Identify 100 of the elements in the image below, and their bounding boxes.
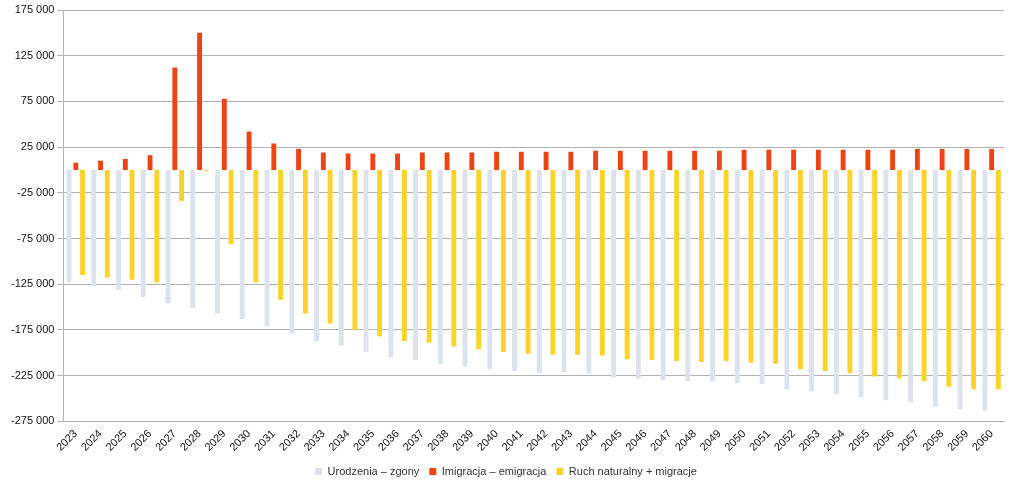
bar <box>370 153 376 170</box>
bar <box>388 169 394 358</box>
bar <box>822 169 828 372</box>
bar <box>932 169 938 407</box>
y-tick-label: -275 000 <box>10 414 55 427</box>
bar <box>550 169 556 355</box>
bar <box>939 148 945 170</box>
bar <box>809 169 815 392</box>
bar <box>278 169 284 300</box>
bar <box>872 169 878 377</box>
bar <box>748 169 754 363</box>
bar <box>759 169 765 384</box>
bar <box>883 169 889 401</box>
bar <box>80 169 85 276</box>
bar <box>766 149 772 170</box>
bar <box>921 169 927 382</box>
bar <box>896 169 902 379</box>
bar <box>345 153 351 170</box>
bar <box>649 169 655 361</box>
legend-label: Ruch naturalny + migracje <box>568 464 697 477</box>
bar <box>419 152 425 170</box>
bar <box>723 169 729 362</box>
bar <box>741 149 747 170</box>
bar <box>642 150 648 170</box>
bar <box>140 169 146 298</box>
y-tick-label: 75 000 <box>20 94 55 107</box>
bar <box>377 169 383 337</box>
bar <box>401 169 407 341</box>
bar <box>122 159 128 170</box>
bar <box>239 169 245 319</box>
bar <box>437 169 443 364</box>
bar <box>215 169 220 314</box>
y-tick-label: -175 000 <box>10 322 55 335</box>
bar <box>289 169 295 334</box>
y-tick-label: -25 000 <box>17 185 55 198</box>
y-tick-label: -75 000 <box>17 231 55 244</box>
bar <box>858 169 864 398</box>
bar <box>660 169 666 381</box>
bar <box>487 169 493 370</box>
bar <box>995 169 1001 390</box>
bar <box>253 169 259 283</box>
bar <box>271 143 277 170</box>
y-tick-label: 25 000 <box>20 140 55 153</box>
bar <box>104 169 110 278</box>
bar <box>476 169 482 350</box>
bar <box>797 169 803 370</box>
bar <box>469 152 475 170</box>
bar <box>773 169 779 364</box>
bar <box>451 169 457 347</box>
bar <box>197 32 202 170</box>
bar <box>685 169 691 382</box>
bar <box>957 169 963 410</box>
bar <box>946 169 952 387</box>
bar <box>840 149 846 170</box>
bar <box>221 98 227 170</box>
bar <box>716 150 722 170</box>
bar <box>586 169 592 374</box>
bar <box>395 153 401 170</box>
bar <box>512 169 518 372</box>
bar <box>327 169 333 324</box>
bar <box>320 152 326 170</box>
bar <box>338 169 344 346</box>
bar <box>784 169 790 390</box>
bar <box>561 169 567 372</box>
y-tick-label: -225 000 <box>10 368 55 381</box>
bar <box>172 67 178 170</box>
legend-label: Urodzenia – zgony <box>327 464 420 477</box>
bar <box>914 148 920 170</box>
bar <box>734 169 740 383</box>
bar <box>611 169 617 378</box>
bar <box>667 150 673 170</box>
legend-label: Imigracja – emigracja <box>441 464 548 477</box>
bar <box>593 150 599 170</box>
bar <box>865 149 871 170</box>
bar <box>971 169 977 390</box>
y-tick-label: 175 000 <box>14 3 55 16</box>
bar <box>444 152 450 170</box>
bar <box>692 150 698 170</box>
bar <box>815 149 821 170</box>
bar <box>698 169 704 362</box>
bar <box>833 169 839 394</box>
bar <box>154 169 160 283</box>
bar <box>179 169 185 202</box>
bar <box>314 169 319 341</box>
bar <box>352 169 358 330</box>
bar <box>525 169 531 354</box>
bar <box>518 151 524 170</box>
bar <box>543 151 549 170</box>
bar <box>791 149 797 170</box>
bar <box>426 169 432 343</box>
bar <box>296 148 302 170</box>
bar <box>73 162 79 170</box>
y-tick-label: 125 000 <box>14 48 55 61</box>
bar <box>116 169 121 290</box>
bar <box>982 169 988 411</box>
bar <box>617 150 623 170</box>
bar <box>599 169 605 356</box>
bar <box>190 169 196 309</box>
bar <box>964 148 970 170</box>
bar <box>129 169 135 280</box>
